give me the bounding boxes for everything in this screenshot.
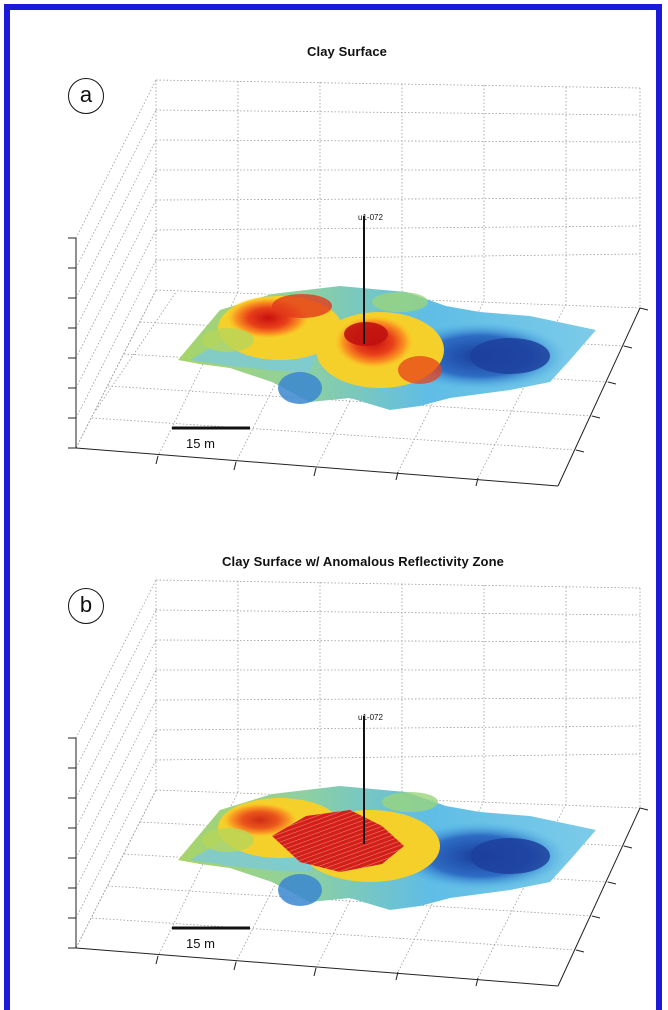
scale-label: 15 m [186, 936, 215, 951]
tick-marks [68, 737, 649, 987]
surface-plot-a: u1-072 15 m [68, 79, 649, 487]
side-grid [75, 79, 177, 449]
well-label: u1-072 [358, 713, 383, 722]
tick-marks [68, 237, 649, 487]
surface-plot-b: u1-072 15 m [68, 579, 649, 987]
clay-surface [178, 786, 596, 910]
scale-label: 15 m [186, 436, 215, 451]
clay-surface [178, 286, 596, 410]
back-grid [155, 579, 641, 809]
side-grid [75, 579, 157, 949]
well-label: u1-072 [358, 213, 383, 222]
figure-frame: Clay Surface a [4, 4, 662, 1010]
panel-title: Clay Surface [307, 44, 387, 59]
panel-letter-label: a [68, 78, 104, 114]
panel-title: Clay Surface w/ Anomalous Reflectivity Z… [222, 554, 504, 569]
panel-a: Clay Surface a [10, 10, 656, 500]
panel-b: Clay Surface w/ Anomalous Reflectivity Z… [10, 540, 656, 1010]
panel-letter-label: b [68, 588, 104, 624]
back-grid [155, 79, 641, 309]
